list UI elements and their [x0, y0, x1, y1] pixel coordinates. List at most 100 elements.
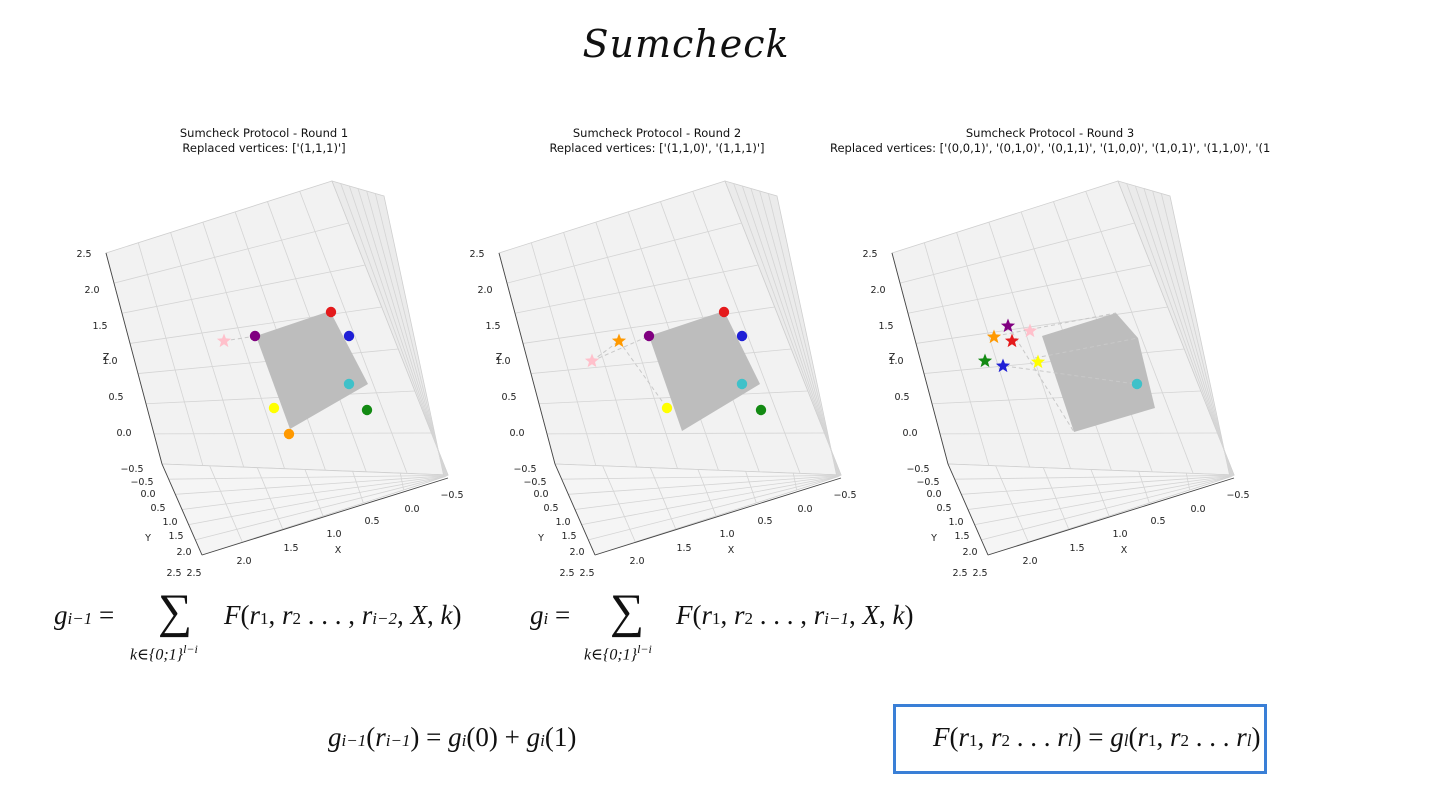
pink-star: [1022, 323, 1038, 338]
z-tick-label: 1.0: [102, 356, 117, 367]
formula-final-check: F(r1, r2 . . . rl) = gl(r1, r2 . . . rl): [933, 722, 1261, 752]
round-2-plot: Sumcheck Protocol - Round 2 Replaced ver…: [437, 118, 877, 588]
z-tick-label: 1.0: [888, 356, 903, 367]
round-1-title-line1: Sumcheck Protocol - Round 1: [179, 126, 349, 140]
y-tick-label: 0.5: [936, 503, 951, 514]
z-tick-label: −0.5: [513, 464, 536, 475]
x-tick-label: −0.5: [1226, 490, 1249, 501]
x-tick-label: 1.5: [676, 543, 691, 554]
green-star: [977, 353, 993, 368]
f2-eq: =: [548, 600, 571, 630]
f1-eq: =: [92, 600, 115, 630]
z-tick-label: 1.5: [485, 321, 500, 332]
f2-sum-limits: k∈{0;1}l−i: [584, 642, 652, 664]
round-3-title: Sumcheck Protocol - Round 3 Replaced ver…: [830, 126, 1270, 156]
z-tick-label: 1.5: [878, 321, 893, 332]
x-axis-label: X: [335, 545, 342, 556]
f1-limits-sup: l−i: [183, 642, 198, 656]
y-tick-label: 1.5: [561, 531, 576, 542]
z-tick-label: 0.5: [501, 392, 516, 403]
f2-lhs-sub: i: [543, 609, 549, 628]
f1-sum-symbol: ∑: [158, 585, 193, 638]
z-tick-label: 1.5: [92, 321, 107, 332]
f2-limits-sup: l−i: [637, 642, 652, 656]
blue-vertex: [343, 330, 355, 342]
y-tick-label: 2.0: [569, 547, 584, 558]
x-tick-label: 1.0: [719, 529, 734, 540]
y-tick-label: 1.5: [954, 531, 969, 542]
y-tick-label: 2.5: [166, 568, 181, 579]
y-tick-label: 2.0: [176, 547, 191, 558]
y-axis-label: Y: [537, 533, 544, 544]
blue-vertex: [736, 330, 748, 342]
z-tick-label: −0.5: [120, 464, 143, 475]
f1-limits-base: k∈{0;1}: [130, 646, 184, 664]
round-2-3d-axes: 2.52.01.51.00.50.0−0.5−0.50.00.51.01.52.…: [469, 180, 857, 579]
y-tick-label: 2.0: [962, 547, 977, 558]
pink-star: [216, 333, 232, 348]
yellow-star: [1030, 354, 1046, 369]
red-vertex: [325, 306, 337, 318]
y-tick-label: 0.0: [140, 489, 155, 500]
x-tick-label: 0.5: [364, 516, 379, 527]
round-3-3d-axes: 2.52.01.51.00.50.0−0.5−0.50.00.51.01.52.…: [862, 180, 1250, 579]
green-vertex: [755, 404, 767, 416]
x-tick-label: 0.0: [404, 504, 419, 515]
f2-limits-base: k∈{0;1}: [584, 646, 638, 664]
orange-star: [986, 329, 1002, 344]
x-tick-label: 2.0: [1022, 556, 1037, 567]
z-tick-label: 2.0: [870, 285, 885, 296]
x-tick-label: 2.0: [629, 556, 644, 567]
round-2-title-line2: Replaced vertices: ['(1,1,0)', '(1,1,1)'…: [549, 141, 765, 155]
f2-lhs: g: [530, 600, 544, 630]
purple-vertex: [249, 330, 261, 342]
purple-star: [1000, 318, 1016, 333]
formula-g-i-minus-1: gi−1 = ∑ k∈{0;1}l−i F(r1, r2 . . . , ri−…: [54, 585, 462, 664]
y-axis-label: Y: [930, 533, 937, 544]
y-axis-label: Y: [144, 533, 151, 544]
cyan-vertex: [736, 378, 748, 390]
red-vertex: [718, 306, 730, 318]
z-axis-label: Z: [889, 352, 896, 363]
orange-star: [611, 333, 627, 348]
x-tick-label: 2.5: [972, 568, 987, 579]
f1-lhs: g: [54, 600, 68, 630]
z-tick-label: 2.0: [477, 285, 492, 296]
yellow-vertex: [268, 402, 280, 414]
purple-vertex: [643, 330, 655, 342]
y-tick-label: 0.0: [926, 489, 941, 500]
x-tick-label: 2.5: [579, 568, 594, 579]
y-tick-label: 2.5: [952, 568, 967, 579]
y-tick-label: 0.5: [543, 503, 558, 514]
y-tick-label: 0.0: [533, 489, 548, 500]
formula-g-i: gi = ∑ k∈{0;1}l−i F(r1, r2 . . . , ri−1,…: [530, 585, 914, 664]
z-tick-label: 2.5: [76, 249, 91, 260]
x-tick-label: 1.5: [1069, 543, 1084, 554]
round-1-plot: Sumcheck Protocol - Round 1 Replaced ver…: [44, 118, 484, 588]
z-tick-label: 0.0: [116, 428, 131, 439]
y-tick-label: 1.0: [162, 517, 177, 528]
pink-star: [584, 353, 600, 368]
round-2-title: Sumcheck Protocol - Round 2 Replaced ver…: [437, 126, 877, 156]
round-1-title-line2: Replaced vertices: ['(1,1,1)']: [182, 141, 346, 155]
y-tick-label: 1.0: [555, 517, 570, 528]
y-tick-label: 0.5: [150, 503, 165, 514]
x-tick-label: 2.0: [236, 556, 251, 567]
cyan-vertex: [343, 378, 355, 390]
z-tick-label: 0.0: [509, 428, 524, 439]
x-tick-label: 0.5: [757, 516, 772, 527]
round-2-title-line1: Sumcheck Protocol - Round 2: [572, 126, 742, 140]
cube-shape: [256, 311, 368, 429]
z-tick-label: 0.5: [108, 392, 123, 403]
round-3-title-line2: Replaced vertices: ['(0,0,1)', '(0,1,0)'…: [830, 141, 1270, 155]
z-tick-label: 2.0: [84, 285, 99, 296]
f1-lhs-sub: i−1: [67, 609, 93, 628]
cube-shape: [649, 311, 760, 431]
final-check-box: [893, 704, 1267, 774]
x-tick-label: 2.5: [186, 568, 201, 579]
yellow-vertex: [661, 402, 673, 414]
y-tick-label: −0.5: [130, 477, 153, 488]
formula-consistency: gi−1(ri−1) = gi(0) + gi(1): [328, 722, 577, 752]
z-tick-label: 2.5: [862, 249, 877, 260]
red-star: [1004, 333, 1020, 348]
